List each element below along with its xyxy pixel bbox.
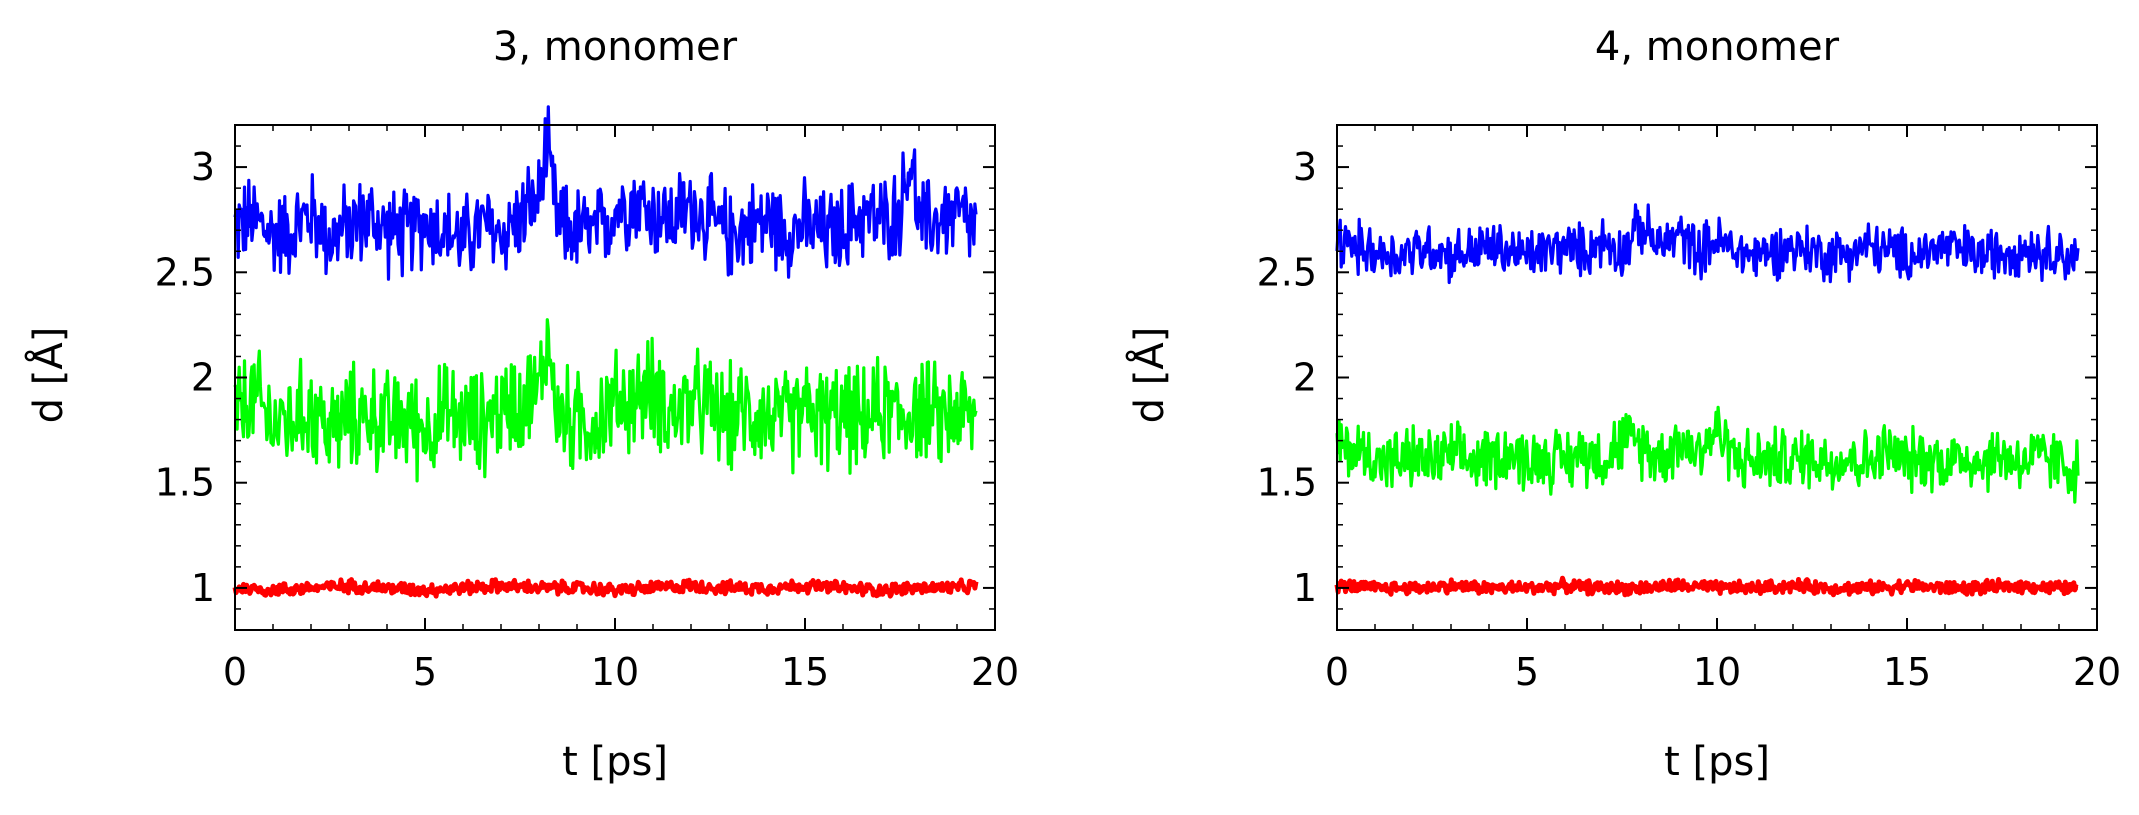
y-tick-label: 1 bbox=[1293, 566, 1317, 610]
chart-title: 4, monomer bbox=[1595, 24, 1840, 70]
x-tick-label: 5 bbox=[1515, 650, 1539, 694]
plot-area: 0 5 10 15 20 1 1.5 2 2.5 3 bbox=[1257, 124, 2121, 694]
plot-frame bbox=[1336, 124, 2098, 631]
panel-left: 3, monomer t [ps] d [Å] 0 5 10 15 20 1 1.5 2 2.5… bbox=[24, 24, 1019, 785]
y-tick-label: 2 bbox=[191, 356, 215, 400]
series-line bbox=[1334, 575, 2080, 598]
x-axis-label: t [ps] bbox=[562, 739, 668, 785]
y-tick-label: 1.5 bbox=[155, 461, 215, 505]
y-tick-label: 1 bbox=[191, 566, 215, 610]
series-line bbox=[1335, 203, 2080, 285]
x-tick-label: 0 bbox=[1325, 650, 1349, 694]
x-tick-label: 20 bbox=[2073, 650, 2121, 694]
x-tick-label: 15 bbox=[1883, 650, 1931, 694]
y-tick-label: 3 bbox=[1293, 145, 1317, 189]
series-line bbox=[233, 105, 978, 281]
x-tick-label: 20 bbox=[971, 650, 1019, 694]
y-tick-label: 2.5 bbox=[155, 250, 215, 294]
x-axis-label: t [ps] bbox=[1664, 739, 1770, 785]
y-tick-label: 2.5 bbox=[1257, 250, 1317, 294]
plot-area: 0 5 10 15 20 1 1.5 2 2.5 3 bbox=[155, 105, 1019, 694]
series-line bbox=[232, 577, 979, 599]
x-tick-label: 5 bbox=[413, 650, 437, 694]
chart-title: 3, monomer bbox=[493, 24, 738, 70]
panel-right: 4, monomer t [ps] d [Å] 0 5 10 15 20 1 1.5 2 2.5… bbox=[1125, 24, 2121, 785]
y-tick-label: 1.5 bbox=[1257, 461, 1317, 505]
x-tick-label: 15 bbox=[781, 650, 829, 694]
series-line bbox=[1335, 405, 2080, 504]
y-tick-label: 3 bbox=[191, 145, 215, 189]
y-axis-label: d [Å] bbox=[1125, 327, 1173, 424]
y-tick-label: 2 bbox=[1293, 356, 1317, 400]
x-tick-label: 10 bbox=[1693, 650, 1741, 694]
x-tick-label: 0 bbox=[223, 650, 247, 694]
x-tick-label: 10 bbox=[591, 650, 639, 694]
y-axis-label: d [Å] bbox=[24, 327, 72, 424]
series-line bbox=[233, 318, 978, 483]
